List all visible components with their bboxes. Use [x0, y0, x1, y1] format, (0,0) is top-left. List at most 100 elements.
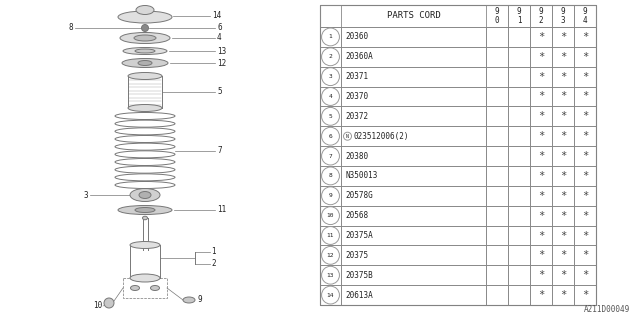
Bar — [341, 146, 486, 166]
Ellipse shape — [138, 60, 152, 66]
Bar — [341, 226, 486, 245]
Text: *: * — [560, 230, 566, 241]
Text: N350013: N350013 — [345, 172, 378, 180]
Bar — [320, 5, 596, 305]
Text: *: * — [538, 171, 544, 181]
Bar — [508, 166, 530, 186]
Bar — [552, 206, 574, 226]
Bar — [552, 285, 574, 305]
Text: *: * — [538, 211, 544, 221]
Bar — [486, 186, 508, 206]
Ellipse shape — [130, 274, 160, 282]
Text: *: * — [538, 92, 544, 101]
Bar — [486, 5, 508, 27]
Text: PARTS CORD: PARTS CORD — [387, 12, 440, 20]
Text: 5: 5 — [217, 87, 221, 97]
Bar — [341, 265, 486, 285]
Bar — [486, 265, 508, 285]
Bar — [552, 265, 574, 285]
Text: 10: 10 — [93, 301, 102, 310]
Text: 20380: 20380 — [345, 152, 368, 161]
Bar — [320, 126, 341, 146]
Text: 6: 6 — [328, 134, 332, 139]
Bar — [552, 226, 574, 245]
Text: A211D00049: A211D00049 — [584, 305, 630, 314]
Bar — [552, 186, 574, 206]
Bar — [320, 166, 341, 186]
Bar — [341, 285, 486, 305]
Bar — [486, 245, 508, 265]
Bar — [508, 226, 530, 245]
Text: *: * — [560, 151, 566, 161]
Text: *: * — [560, 171, 566, 181]
Text: 9: 9 — [328, 193, 332, 198]
Text: *: * — [538, 290, 544, 300]
Bar — [508, 5, 530, 27]
Bar — [320, 265, 341, 285]
Text: 14: 14 — [212, 12, 221, 20]
Text: *: * — [582, 72, 588, 82]
Text: *: * — [560, 290, 566, 300]
Bar — [530, 206, 552, 226]
Bar — [320, 206, 341, 226]
Bar — [320, 67, 341, 87]
Bar — [530, 245, 552, 265]
Bar — [341, 67, 486, 87]
Bar — [320, 226, 341, 245]
Ellipse shape — [139, 191, 151, 198]
Bar — [320, 87, 341, 107]
Bar — [574, 186, 596, 206]
Bar — [508, 107, 530, 126]
Text: *: * — [560, 92, 566, 101]
Bar — [530, 67, 552, 87]
Text: 12: 12 — [217, 59, 227, 68]
Text: *: * — [538, 131, 544, 141]
Text: 11: 11 — [217, 205, 227, 214]
Ellipse shape — [135, 49, 155, 53]
Text: *: * — [582, 211, 588, 221]
Bar — [486, 107, 508, 126]
Bar — [508, 87, 530, 107]
Text: 5: 5 — [328, 114, 332, 119]
Bar — [320, 5, 596, 27]
Bar — [530, 27, 552, 47]
Bar — [552, 126, 574, 146]
Ellipse shape — [150, 285, 159, 291]
Bar — [508, 126, 530, 146]
Text: *: * — [538, 52, 544, 62]
Bar — [552, 67, 574, 87]
Bar — [530, 265, 552, 285]
Bar — [486, 146, 508, 166]
Text: 9: 9 — [197, 295, 202, 305]
Text: 13: 13 — [327, 273, 334, 278]
Text: 4: 4 — [217, 34, 221, 43]
Text: 11: 11 — [327, 233, 334, 238]
Text: 8: 8 — [328, 173, 332, 179]
Bar — [486, 166, 508, 186]
Bar — [530, 5, 552, 27]
Bar — [341, 27, 486, 47]
Text: *: * — [538, 111, 544, 121]
Text: *: * — [582, 191, 588, 201]
Text: 20375B: 20375B — [345, 271, 372, 280]
Text: *: * — [582, 92, 588, 101]
Text: *: * — [538, 230, 544, 241]
Text: *: * — [560, 131, 566, 141]
Ellipse shape — [120, 33, 170, 44]
Text: *: * — [582, 131, 588, 141]
Bar — [574, 67, 596, 87]
Bar — [486, 226, 508, 245]
Bar — [486, 285, 508, 305]
Text: 9
0: 9 0 — [495, 7, 499, 25]
Ellipse shape — [118, 11, 172, 23]
Text: 12: 12 — [327, 253, 334, 258]
Text: 20360: 20360 — [345, 32, 368, 41]
Ellipse shape — [128, 73, 162, 79]
Ellipse shape — [130, 242, 160, 249]
Text: 023512006(2): 023512006(2) — [353, 132, 408, 141]
Bar — [574, 265, 596, 285]
Bar — [320, 5, 341, 27]
Text: 20372: 20372 — [345, 112, 368, 121]
Text: *: * — [582, 290, 588, 300]
Bar — [341, 107, 486, 126]
